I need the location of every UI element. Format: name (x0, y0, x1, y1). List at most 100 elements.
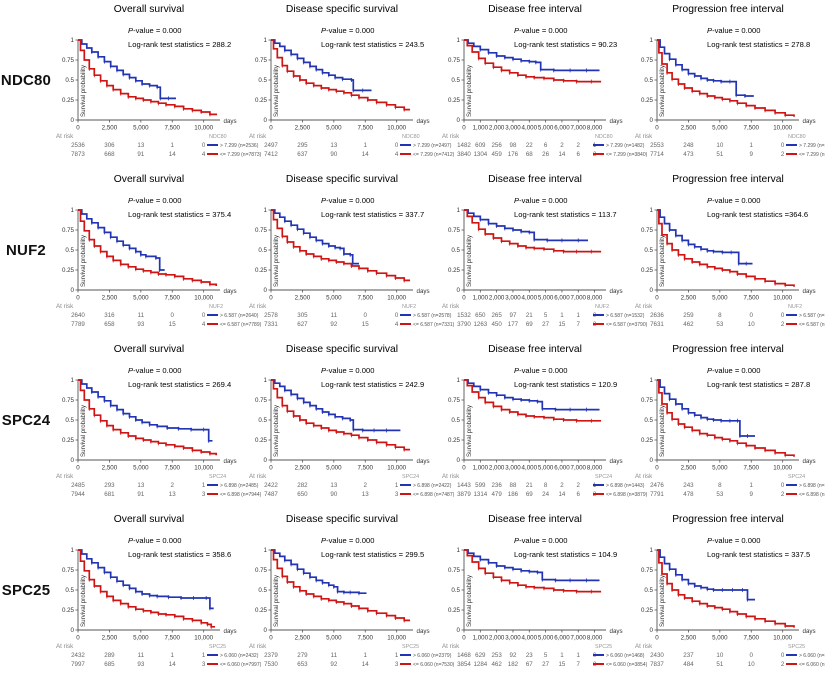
y-tick-label: 0.5 (644, 247, 653, 254)
x-tick-label: 4,000 (522, 125, 538, 132)
km-panel-SPC25-disease-free-interval: Disease free interval P-value = 0.000 Log-… (442, 514, 648, 668)
y-tick-label: 0.5 (644, 587, 653, 594)
at-risk-count: 8 (718, 312, 722, 319)
at-risk-count: 0 (395, 142, 399, 149)
y-tick-label: 1 (71, 377, 75, 384)
at-risk-count: 653 (297, 661, 308, 668)
x-tick-label: 10,000 (387, 635, 406, 642)
at-risk-count: 3840 (457, 151, 471, 158)
at-risk-count: 0 (781, 142, 785, 149)
x-tick-label: 5,000 (133, 635, 149, 642)
at-risk-count: 67 (526, 661, 533, 668)
at-risk-count: 650 (475, 312, 486, 319)
legend-title: SPC24 (209, 474, 226, 480)
legend-label: > 6.587 (n=2578) (413, 313, 452, 319)
at-risk-count: 316 (104, 312, 115, 319)
survival-curve-low (464, 209, 602, 253)
at-risk-label: At risk (442, 303, 460, 310)
gene-label: SPC25 (1, 582, 51, 599)
at-risk-count: 9 (750, 491, 754, 498)
x-axis-unit: days (610, 458, 623, 465)
y-tick-label: 0.25 (62, 267, 75, 274)
km-panel-NUF2-disease-specific-survival: Disease specific survival P-value = 0.000… (249, 174, 455, 328)
y-tick-label: 0 (457, 117, 461, 124)
km-panel-SPC25-progression-free-interval: Progression free interval P-value = 0.000… (635, 514, 825, 668)
at-risk-count: 484 (683, 661, 694, 668)
x-axis-unit: days (803, 288, 816, 295)
y-tick-label: 0.5 (258, 417, 267, 424)
at-risk-count: 2 (364, 482, 368, 489)
legend-label: > 6.060 (n=1468) (606, 653, 645, 659)
at-risk-count: 14 (362, 151, 369, 158)
at-risk-count: 236 (491, 482, 502, 489)
legend-label: <= 6.898 (n=7791) (799, 492, 825, 498)
at-risk-count: 279 (297, 652, 308, 659)
x-tick-label: 7,500 (744, 295, 760, 302)
y-axis-title: Survival probability (273, 574, 280, 627)
p-value-label: P-value = 0.000 (514, 366, 567, 375)
at-risk-count: 13 (169, 491, 176, 498)
panel-title: Disease free interval (488, 344, 582, 355)
at-risk-count: 289 (104, 652, 115, 659)
logrank-label: Log-rank test statistics = 120.9 (514, 380, 617, 389)
x-tick-label: 2,500 (295, 295, 311, 302)
at-risk-count: 1 (202, 652, 206, 659)
x-tick-label: 0 (76, 295, 80, 302)
at-risk-count: 1 (560, 652, 564, 659)
x-tick-label: 0 (76, 125, 80, 132)
x-tick-label: 2,500 (102, 635, 118, 642)
survival-curve-high (464, 209, 588, 242)
at-risk-count: 3 (395, 491, 399, 498)
x-axis-unit: days (224, 118, 237, 125)
legend-title: SPC25 (402, 644, 419, 650)
y-axis-title: Survival probability (80, 234, 87, 287)
at-risk-count: 13 (362, 491, 369, 498)
at-risk-count: 177 (508, 321, 519, 328)
at-risk-count: 0 (781, 652, 785, 659)
y-tick-label: 0.5 (451, 417, 460, 424)
at-risk-count: 4 (202, 321, 206, 328)
km-panel-NUF2-progression-free-interval: Progression free interval P-value = 0.000… (635, 174, 825, 328)
p-value-label: P-value = 0.000 (128, 196, 181, 205)
legend-title: SPC25 (209, 644, 226, 650)
at-risk-count: 15 (558, 661, 565, 668)
legend-label: > 6.587 (n=1532) (606, 313, 645, 319)
at-risk-count: 1263 (473, 321, 487, 328)
at-risk-count: 15 (362, 321, 369, 328)
at-risk-count: 2 (781, 151, 785, 158)
km-panel-NUF2-disease-free-interval: Disease free interval P-value = 0.000 Log-… (442, 174, 648, 328)
legend-title: SPC24 (402, 474, 419, 480)
at-risk-label: At risk (635, 303, 653, 310)
at-risk-count: 253 (491, 652, 502, 659)
logrank-label: Log-rank test statistics = 278.8 (707, 40, 810, 49)
legend-title: NUF2 (595, 304, 609, 310)
y-tick-label: 0.75 (448, 227, 461, 234)
x-tick-label: 5,000 (538, 295, 554, 302)
p-value-label: P-value = 0.000 (514, 196, 567, 205)
km-panel-NDC80-overall-survival: Overall survival P-value = 0.000 Log-rank … (56, 4, 262, 158)
y-axis-title: Survival probability (659, 404, 666, 457)
at-risk-count: 0 (750, 652, 754, 659)
legend-label: <= 6.060 (n=7530) (413, 662, 455, 668)
at-risk-count: 15 (558, 321, 565, 328)
at-risk-count: 2 (577, 482, 581, 489)
y-tick-label: 1 (457, 37, 461, 44)
y-tick-label: 0.75 (255, 57, 268, 64)
at-risk-count: 14 (169, 661, 176, 668)
y-axis-title: Survival probability (466, 64, 473, 117)
legend-label: > 6.898 (n=1443) (606, 483, 645, 489)
x-axis-unit: days (224, 288, 237, 295)
at-risk-count: 3 (202, 491, 206, 498)
at-risk-count: 2 (560, 482, 564, 489)
x-axis-unit: days (417, 118, 430, 125)
y-axis-title: Survival probability (273, 404, 280, 457)
gene-row-NDC80: NDC80 Overall survival P-value = 0.000 Log-… (0, 0, 825, 170)
at-risk-count: 7944 (71, 491, 85, 498)
x-tick-label: 7,000 (571, 465, 587, 472)
y-tick-label: 0.25 (641, 607, 654, 614)
at-risk-count: 5 (544, 652, 548, 659)
survival-curve-high (78, 379, 213, 442)
y-tick-label: 0.5 (451, 247, 460, 254)
x-tick-label: 2,500 (102, 465, 118, 472)
at-risk-count: 0 (202, 142, 206, 149)
